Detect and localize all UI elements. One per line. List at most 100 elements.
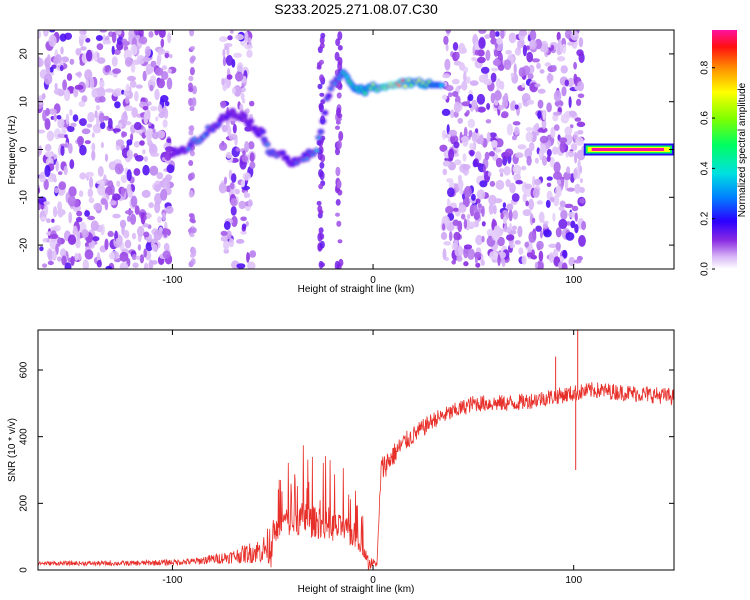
noise-blob: [561, 86, 567, 97]
noise-blob: [467, 248, 475, 260]
noise-blob: [92, 123, 102, 134]
noise-blob: [91, 132, 95, 138]
figure-title: S233.2025.271.08.07.C30: [274, 1, 438, 17]
noise-blob: [53, 88, 62, 95]
noise-blob: [77, 252, 82, 261]
noise-blob: [68, 211, 73, 224]
noise-blob: [457, 220, 463, 233]
noise-blob: [93, 202, 102, 211]
noise-blob: [46, 68, 51, 74]
noise-blob: [232, 123, 237, 134]
noise-blob: [142, 149, 146, 155]
noise-blob: [452, 202, 457, 208]
noise-blob: [236, 62, 244, 73]
noise-blob: [162, 180, 171, 191]
noise-blob: [149, 84, 154, 92]
stripe-blob: [320, 32, 326, 39]
noise-blob: [166, 77, 173, 90]
noise-blob: [493, 204, 497, 215]
noise-blob: [46, 54, 51, 64]
noise-blob: [70, 256, 75, 266]
noise-blob: [60, 46, 64, 55]
stripe-blob: [335, 212, 340, 217]
noise-blob: [54, 187, 59, 194]
noise-blob: [67, 125, 75, 133]
noise-blob: [486, 103, 491, 110]
noise-blob: [575, 136, 584, 146]
snr-ytick-label: 0: [19, 567, 30, 573]
noise-blob: [503, 166, 511, 176]
noise-blob: [79, 144, 87, 156]
noise-blob: [81, 95, 88, 103]
noise-blob: [165, 174, 173, 181]
noise-blob: [508, 32, 517, 44]
noise-blob: [61, 56, 69, 63]
noise-blob: [150, 60, 157, 68]
noise-blob: [129, 213, 137, 225]
noise-blob: [149, 105, 158, 112]
noise-blob: [60, 145, 65, 157]
noise-blob: [84, 140, 91, 145]
noise-blob: [219, 36, 228, 43]
noise-blob: [506, 203, 514, 211]
noise-blob: [568, 211, 576, 218]
noise-blob: [559, 44, 563, 53]
noise-blob: [473, 211, 480, 221]
colorbar-label: Normalized spectral amplitude: [737, 82, 748, 217]
noise-blob: [517, 144, 527, 150]
noise-blob: [522, 209, 532, 217]
noise-blob: [555, 227, 562, 238]
noise-blob: [57, 256, 62, 262]
noise-blob: [133, 121, 142, 131]
noise-blob: [163, 227, 168, 238]
noise-blob: [43, 73, 53, 85]
noise-blob: [223, 221, 231, 230]
noise-blob: [444, 133, 449, 138]
noise-blob: [442, 248, 447, 260]
noise-blob: [546, 182, 552, 187]
noise-blob: [545, 199, 551, 208]
noise-blob: [528, 231, 537, 243]
noise-blob: [534, 262, 539, 269]
noise-blob: [579, 178, 584, 184]
noise-blob: [112, 128, 121, 133]
noise-blob: [576, 168, 581, 180]
snr-xtick-label: 100: [565, 575, 582, 586]
noise-blob: [462, 153, 467, 162]
noise-blob: [72, 225, 78, 236]
noise-blob: [477, 56, 486, 64]
noise-blob: [41, 93, 46, 100]
noise-blob: [570, 220, 576, 229]
snr-ytick-label: 600: [19, 361, 30, 378]
noise-blob: [166, 164, 175, 174]
signal-core: [302, 153, 307, 157]
noise-blob: [527, 73, 534, 80]
noise-blob: [467, 94, 474, 102]
noise-blob: [241, 87, 247, 93]
noise-blob: [535, 225, 542, 232]
colorbar-tick-label: 0.8: [700, 60, 711, 74]
noise-blob: [235, 34, 244, 41]
noise-blob: [130, 44, 138, 56]
noise-blob: [143, 156, 148, 162]
noise-blob: [69, 159, 75, 170]
noise-blob: [480, 66, 490, 74]
noise-blob: [521, 165, 527, 171]
noise-blob: [249, 152, 255, 163]
noise-blob: [540, 146, 547, 154]
noise-blob: [574, 212, 578, 222]
noise-blob: [164, 101, 170, 107]
noise-blob: [567, 41, 575, 46]
signal-core: [188, 143, 193, 147]
noise-blob: [79, 172, 87, 180]
noise-blob: [491, 229, 501, 241]
noise-blob: [143, 215, 147, 221]
noise-blob: [553, 90, 562, 102]
signal-core: [363, 91, 367, 95]
noise-blob: [548, 243, 557, 248]
signal-core: [397, 83, 402, 88]
noise-blob: [442, 168, 448, 176]
noise-blob: [38, 145, 42, 156]
noise-blob: [221, 77, 225, 86]
noise-blob: [514, 126, 520, 136]
